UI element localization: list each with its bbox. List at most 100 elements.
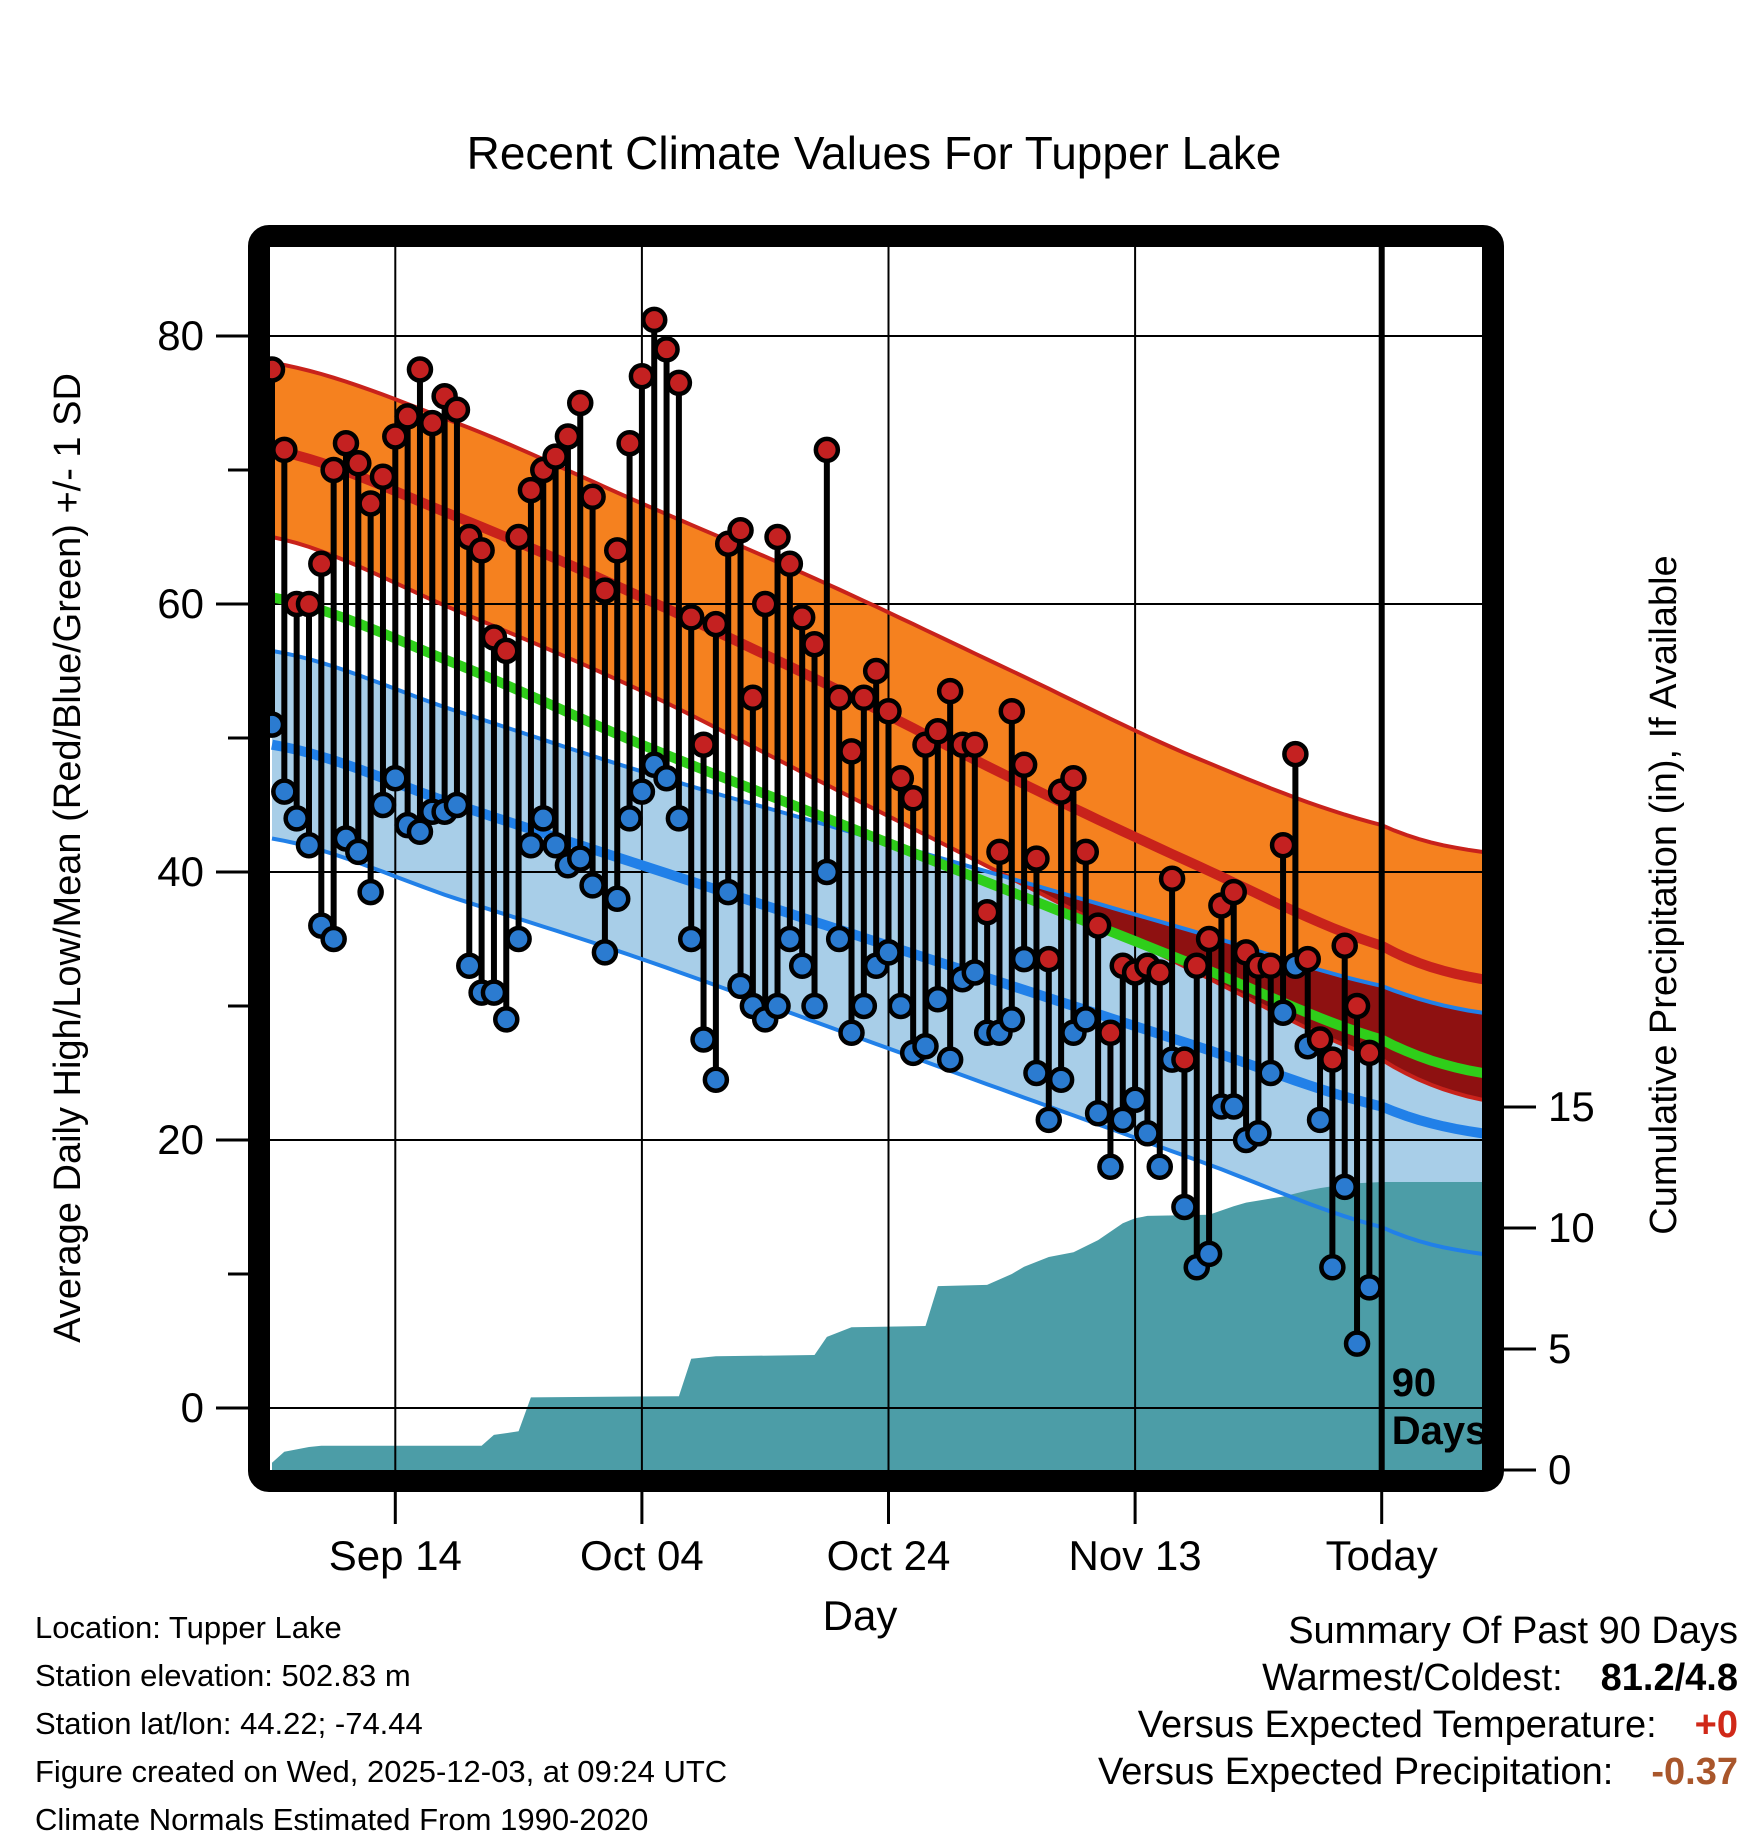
chart-title: Recent Climate Values For Tupper Lake <box>466 127 1282 179</box>
daily-high-dot <box>1060 764 1087 792</box>
ninety-days-label: 90 <box>1392 1361 1437 1405</box>
figure-created: Figure created on Wed, 2025-12-03, at 09… <box>35 1754 728 1789</box>
daily-high-dot <box>998 697 1026 725</box>
x-axis-title: Day <box>822 1592 898 1639</box>
daily-high-dot <box>1331 932 1358 959</box>
daily-low-dot <box>912 1032 939 1060</box>
x-axis-tick-label: Sep 14 <box>329 1532 462 1579</box>
daily-low-dot <box>961 959 989 986</box>
daily-high-dot <box>591 577 619 604</box>
daily-high-dot <box>468 537 495 564</box>
daily-high-dot <box>1356 1039 1383 1067</box>
summary-heading: Summary Of Past 90 Days <box>1288 1610 1738 1652</box>
daily-high-dot <box>1158 865 1186 892</box>
daily-high-dot <box>764 523 791 551</box>
daily-high-dot <box>936 677 964 705</box>
daily-low-dot <box>382 764 409 792</box>
daily-low-dot <box>480 979 508 1006</box>
daily-low-dot <box>1121 1086 1149 1114</box>
daily-high-dot <box>308 550 335 578</box>
y-left-tick-label: 40 <box>157 848 204 895</box>
daily-low-dot <box>603 885 631 913</box>
daily-high-dot <box>1010 751 1038 779</box>
daily-high-dot <box>653 336 680 363</box>
daily-high-dot <box>801 630 828 658</box>
daily-high-dot <box>357 490 384 517</box>
daily-low-dot <box>936 1046 964 1073</box>
daily-low-dot <box>1195 1240 1223 1268</box>
daily-high-dot <box>1084 912 1112 939</box>
daily-low-dot <box>998 1006 1026 1033</box>
daily-high-dot <box>332 429 360 457</box>
daily-high-dot <box>603 537 631 564</box>
x-axis-tick-label: Oct 24 <box>827 1532 951 1579</box>
daily-low-dot <box>1220 1093 1247 1120</box>
daily-high-dot <box>751 590 779 618</box>
summary-row-vs-precipitation: Versus Expected Precipitation: -0.37 <box>1098 1749 1738 1796</box>
daily-low-dot <box>1245 1120 1272 1147</box>
daily-high-dot <box>924 718 952 745</box>
daily-high-dot <box>579 483 606 511</box>
summary-value: -0.37 <box>1651 1751 1738 1793</box>
daily-high-dot <box>727 517 754 544</box>
daily-high-dot <box>1306 1026 1334 1053</box>
y-left-tick-label: 60 <box>157 580 204 627</box>
daily-low-dot <box>591 939 619 966</box>
daily-low-dot <box>1343 1330 1371 1357</box>
daily-high-dot <box>850 684 878 712</box>
climate-normals-note: Climate Normals Estimated From 1990-2020 <box>35 1802 649 1837</box>
daily-low-dot <box>283 805 310 832</box>
x-axis-tick-label: Nov 13 <box>1069 1532 1202 1579</box>
daily-low-dot <box>702 1066 730 1093</box>
daily-low-dot <box>924 986 952 1013</box>
daily-low-dot <box>456 952 483 980</box>
daily-low-dot <box>1356 1274 1383 1301</box>
daily-high-dot <box>1269 831 1297 859</box>
daily-low-dot <box>443 791 471 819</box>
daily-high-dot <box>887 764 915 792</box>
daily-low-dot <box>579 872 606 899</box>
y-right-axis-title: Cumulative Precipitation (in), If Availa… <box>1643 555 1685 1234</box>
daily-low-dot <box>493 1006 520 1033</box>
daily-high-dot <box>394 403 421 430</box>
summary-value: 81.2/4.8 <box>1600 1657 1738 1699</box>
daily-high-dot <box>1171 1046 1198 1073</box>
daily-high-dot <box>1023 845 1050 872</box>
daily-high-dot <box>702 610 730 638</box>
daily-high-dot <box>1097 1019 1124 1047</box>
daily-low-dot <box>788 952 816 980</box>
daily-low-dot <box>1257 1059 1284 1087</box>
daily-low-dot <box>295 831 323 859</box>
daily-high-dot <box>1257 952 1284 980</box>
daily-low-dot <box>813 858 841 886</box>
daily-high-dot <box>875 697 902 725</box>
daily-high-dot <box>1195 925 1223 953</box>
x-axis-tick-label: Today <box>1326 1532 1438 1579</box>
daily-low-dot <box>616 805 643 832</box>
daily-low-dot <box>1269 999 1297 1026</box>
station-info-block: Location: Tupper Lake Station elevation:… <box>35 1604 727 1844</box>
daily-low-dot <box>357 878 384 906</box>
ninety-days-label: Days <box>1392 1409 1488 1453</box>
daily-high-dot <box>1220 878 1247 906</box>
daily-high-dot <box>739 684 767 712</box>
summary-row-warmest-coldest: Warmest/Coldest: 81.2/4.8 <box>1098 1655 1738 1702</box>
daily-high-dot <box>1319 1046 1346 1073</box>
y-right-tick-label: 10 <box>1548 1204 1595 1251</box>
daily-low-dot <box>1171 1193 1198 1221</box>
daily-low-dot <box>505 925 532 953</box>
band-edge-line <box>271 836 1482 1256</box>
daily-high-dot <box>369 463 397 490</box>
daily-high-dot <box>493 637 520 665</box>
daily-low-dot <box>1306 1106 1334 1134</box>
daily-low-dot <box>1109 1106 1137 1134</box>
daily-high-dot <box>554 423 582 450</box>
summary-label: Versus Expected Temperature: <box>1137 1704 1657 1746</box>
daily-low-dot <box>825 925 853 953</box>
daily-low-dot <box>764 992 791 1020</box>
daily-high-dot <box>813 436 841 464</box>
daily-high-dot <box>443 396 471 423</box>
daily-low-dot <box>1319 1254 1346 1281</box>
daily-high-dot <box>776 550 804 578</box>
